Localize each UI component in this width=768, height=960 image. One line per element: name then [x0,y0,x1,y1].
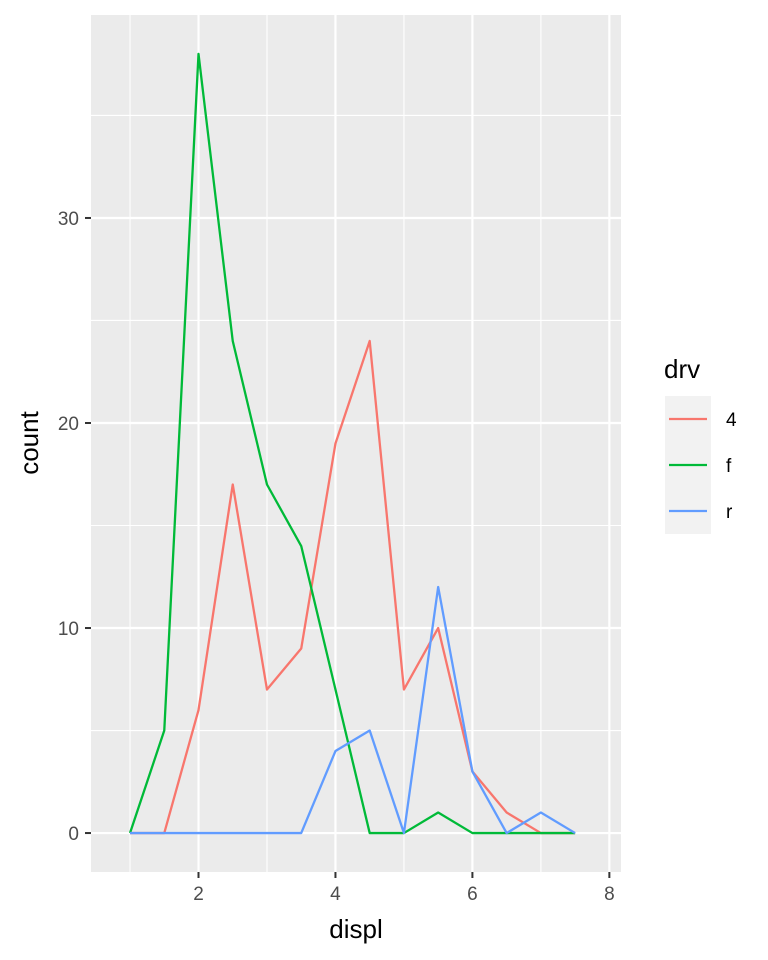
plot-panel [91,15,621,872]
minor-gridlines [91,15,621,872]
legend-label-f: f [726,456,732,477]
y-tick-label: 10 [58,619,79,640]
series-line-f [128,52,576,835]
x-tick-label: 8 [604,884,615,905]
series-line-r [130,585,576,835]
legend-label-r: r [726,502,733,523]
y-tick-label: 0 [68,824,79,845]
x-tick-label: 2 [193,884,204,905]
y-axis-title: count [14,410,44,474]
legend-title: drv [664,354,700,384]
x-tick-label: 4 [330,884,341,905]
x-tick-labels: 2 4 6 8 [193,884,614,905]
series-lines [128,52,576,835]
y-tick-labels: 0 10 20 30 [58,209,79,845]
x-axis-title: displ [329,914,382,944]
legend-label-4: 4 [726,410,737,431]
series-line-4 [130,339,576,835]
y-tick-label: 20 [58,414,79,435]
legend: drv 4 f r [664,354,737,534]
y-tick-label: 30 [58,209,79,230]
x-tick-label: 6 [467,884,478,905]
legend-keys: 4 f r [665,396,737,534]
axis-ticks [85,216,611,878]
